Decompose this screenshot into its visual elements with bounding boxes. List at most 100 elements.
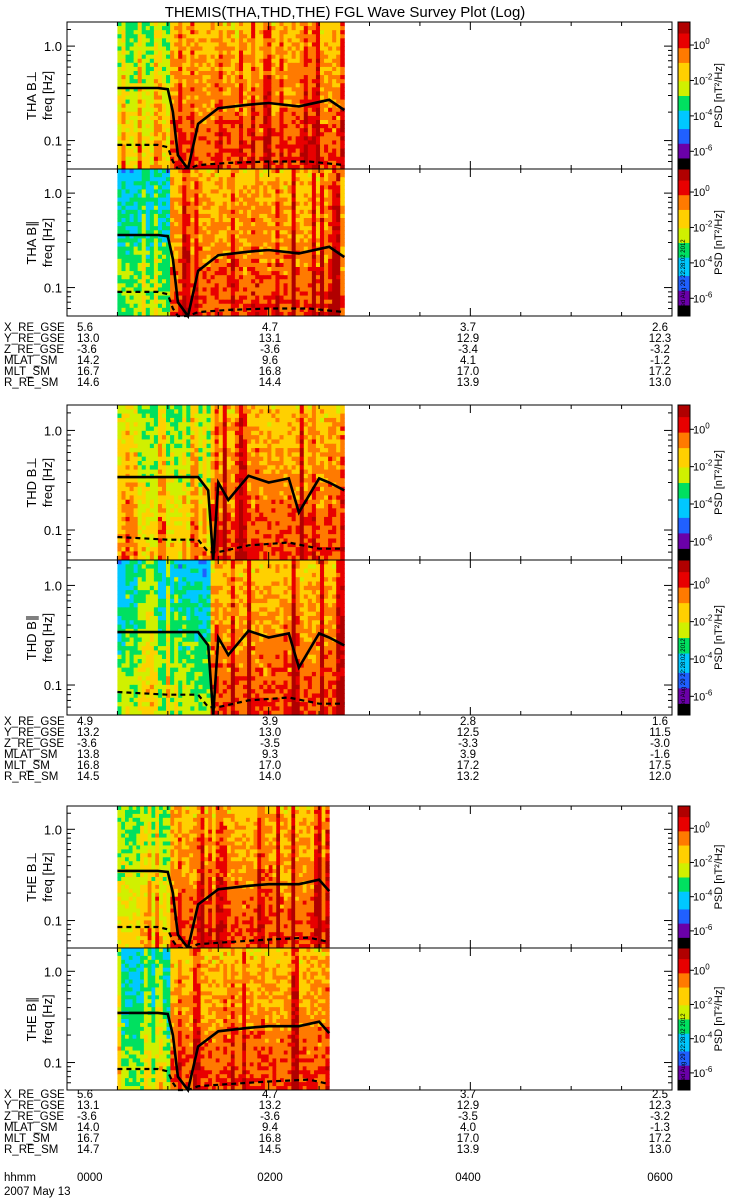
spectrogram-cell — [336, 189, 341, 194]
spectrogram-cell — [125, 66, 131, 72]
spectrogram-cell — [133, 250, 139, 256]
spectrogram-cell — [198, 234, 203, 239]
spectrogram-cell — [178, 413, 183, 419]
spectrogram-cell — [214, 132, 220, 137]
spectrogram-cell — [259, 218, 264, 223]
spectrogram-cell — [291, 34, 297, 39]
spectrogram-cell — [226, 185, 232, 190]
spectrogram-cell — [141, 242, 147, 248]
spectrogram-cell — [319, 435, 325, 440]
spectrogram-cell — [198, 34, 203, 39]
spectrogram-cell — [299, 107, 305, 113]
spectrogram-cell — [129, 311, 135, 317]
spectrogram-cell — [170, 173, 175, 178]
spectrogram-cell — [210, 115, 216, 121]
spectrogram-cell — [153, 66, 159, 72]
spectrogram-cell — [340, 230, 345, 235]
spectrogram-cell — [218, 275, 224, 280]
spectrogram-cell — [206, 222, 212, 227]
spectrogram-cell — [141, 22, 147, 27]
spectrogram-cell — [121, 79, 127, 84]
spectrogram-cell — [166, 160, 171, 166]
spectrogram-cell — [332, 75, 337, 80]
colorbar-segment — [678, 224, 690, 229]
spectrogram-cell — [161, 201, 167, 207]
spectrogram-cell — [170, 246, 175, 252]
spectrogram-cell — [206, 103, 212, 109]
spectrogram-cell — [198, 448, 203, 453]
spectrogram-cell — [255, 136, 260, 141]
spectrogram-cell — [145, 287, 151, 292]
spectrogram-cell — [328, 128, 333, 133]
spectrogram-cell — [206, 62, 212, 68]
spectrogram-cell — [303, 430, 309, 436]
spectrogram-cell — [141, 46, 147, 52]
spectrogram-cell — [291, 409, 297, 415]
spectrogram-cell — [263, 189, 268, 194]
spectrogram-cell — [117, 26, 122, 31]
spectrogram-cell — [255, 62, 260, 68]
spectrogram-cell — [121, 295, 127, 301]
spectrogram-cell — [170, 87, 175, 92]
spectrogram-cell — [121, 185, 127, 190]
colorbar-segment — [678, 22, 690, 27]
spectrogram-cell — [340, 250, 345, 256]
spectrogram-cell — [328, 218, 333, 223]
spectrogram-cell — [283, 456, 289, 462]
spectrogram-cell — [247, 222, 252, 227]
spectrogram-cell — [210, 267, 216, 272]
spectrogram-cell — [161, 238, 167, 243]
spectrogram-cell — [194, 222, 199, 227]
spectrogram-cell — [283, 201, 289, 207]
spectrogram-cell — [210, 189, 216, 194]
spectrogram-cell — [307, 173, 313, 178]
spectrogram-cell — [226, 42, 232, 47]
spectrogram-cell — [340, 38, 345, 43]
spectrogram-cell — [267, 169, 272, 174]
spectrogram-cell — [332, 144, 337, 150]
spectrogram-cell — [311, 34, 317, 39]
spectrogram-cell — [194, 189, 199, 194]
spectrogram-cell — [226, 66, 232, 72]
spectrogram-cell — [202, 58, 208, 64]
spectrogram-cell — [157, 250, 163, 256]
spectrogram-cell — [255, 169, 260, 174]
spectrogram-cell — [324, 83, 329, 88]
spectrogram-cell — [336, 156, 341, 162]
spectrogram-cell — [210, 136, 216, 141]
spectrogram-cell — [222, 54, 228, 60]
spectrogram-cell — [291, 456, 297, 462]
spectrogram-cell — [210, 422, 216, 428]
spectrogram-cell — [153, 409, 159, 415]
spectrogram-cell — [194, 283, 199, 288]
spectrogram-cell — [311, 218, 317, 223]
spectrogram-cell — [287, 164, 293, 170]
spectrogram-cell — [182, 201, 187, 207]
spectrogram-cell — [137, 66, 143, 72]
spectrogram-cell — [182, 87, 187, 92]
spectrogram-cell — [243, 144, 248, 150]
spectrogram-cell — [137, 169, 143, 174]
spectrogram-cell — [299, 22, 305, 27]
spectrogram-cell — [319, 22, 325, 27]
spectrogram-cell — [315, 124, 321, 129]
colorbar-segment — [678, 180, 690, 185]
spectrogram-cell — [157, 91, 163, 96]
spectrogram-cell — [267, 307, 272, 313]
spectrogram-cell — [328, 209, 333, 215]
spectrogram-cell — [303, 267, 309, 272]
spectrogram-cell — [336, 107, 341, 113]
spectrogram-cell — [141, 262, 147, 268]
spectrogram-cell — [255, 173, 260, 178]
spectrogram-cell — [251, 452, 256, 458]
spectrogram-cell — [129, 448, 135, 453]
spectrogram-cell — [206, 99, 212, 105]
spectrogram-cell — [214, 193, 220, 199]
spectrogram-cell — [332, 435, 337, 440]
spectrogram-cell — [267, 295, 272, 301]
spectrogram-cell — [170, 164, 175, 170]
spectrogram-cell — [279, 254, 285, 260]
spectrogram-cell — [238, 128, 244, 133]
spectrogram-cell — [121, 95, 127, 101]
spectrogram-cell — [267, 201, 272, 207]
